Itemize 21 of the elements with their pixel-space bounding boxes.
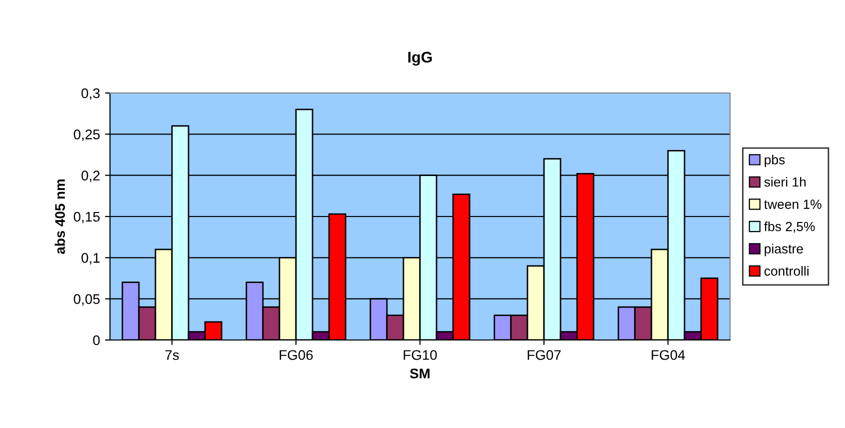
y-tick-label: 0,1 [82, 253, 100, 264]
x-tick-label: FG04 [652, 350, 685, 360]
x-tick-label: FG06 [280, 350, 313, 360]
y-tick-label: 0,15 [74, 212, 100, 224]
x-tick-label: FG07 [528, 350, 561, 360]
y-tick-label: 0,2 [82, 170, 100, 182]
legend-label: controlli [764, 266, 808, 276]
legend-label: piastre [764, 244, 803, 256]
chart-title: IgG [408, 52, 432, 66]
legend-label: pbs [764, 154, 785, 168]
legend-label: fbs 2,5% [764, 222, 815, 233]
x-axis-title: SM [410, 368, 430, 378]
legend-label: sieri 1h [764, 176, 806, 187]
y-tick-label: 0 [93, 335, 100, 346]
x-tick-label: 7s [165, 350, 179, 360]
x-tick-label: FG10 [404, 350, 437, 360]
y-tick-label: 0,05 [74, 294, 100, 306]
y-tick-label: 0,3 [82, 88, 100, 100]
y-tick-label: 0,25 [74, 130, 100, 141]
legend-label: tween 1% [764, 200, 822, 209]
y-axis-title: abs 405 nm [54, 180, 65, 254]
